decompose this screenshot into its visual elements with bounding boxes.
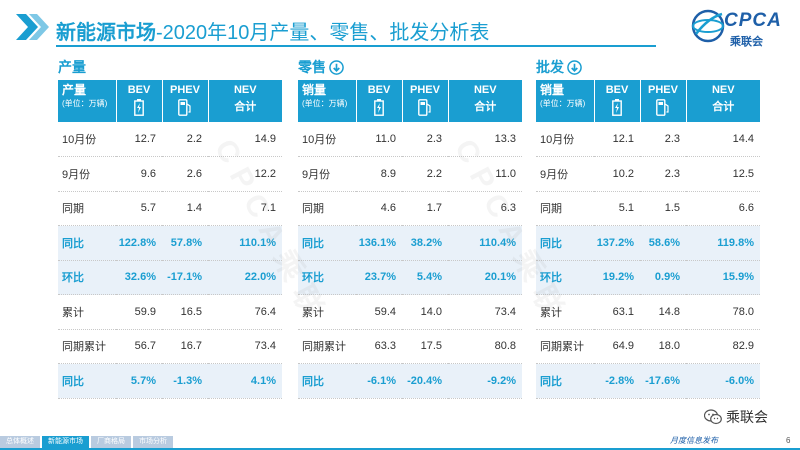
table-row-highlight: 同比 5.7% -1.3% 4.1% — [58, 363, 282, 399]
arrow-down-circle-icon — [329, 59, 344, 75]
table-row: 9月份 10.2 2.3 12.5 — [536, 156, 760, 192]
section-title: 零售 — [298, 58, 522, 76]
header-phev: PHEV — [640, 80, 687, 122]
fuel-plug-icon — [178, 99, 191, 116]
page-title: 新能源市场-2020年10月产量、零售、批发分析表 — [56, 16, 489, 45]
battery-icon — [374, 99, 384, 116]
table-row-highlight: 同比 136.1% 38.2% 110.4% — [298, 225, 522, 261]
logo-text: CPCA — [724, 10, 782, 31]
table-row-highlight: 环比 23.7% 5.4% 20.1% — [298, 260, 522, 295]
header-bev: BEV — [594, 80, 641, 122]
fuel-plug-icon — [418, 99, 431, 116]
footer-nav: 总体概述 新能源市场 厂商格局 市场分析 — [0, 436, 175, 448]
table-row-highlight: 同比 122.8% 57.8% 110.1% — [58, 225, 282, 261]
wechat-badge: 乘联会 — [704, 407, 768, 427]
header-label: 销量 (单位：万辆) — [536, 80, 595, 122]
table-row: 同期累计 56.7 16.7 73.4 — [58, 329, 282, 364]
table-row-highlight: 环比 19.2% 0.9% 15.9% — [536, 260, 760, 295]
production-table: 产量 (单位：万辆) BEV PHEV NEV 合计 10月份 12.7 2.2 14.9… — [58, 80, 282, 399]
fuel-plug-icon — [656, 99, 669, 116]
table-row: 10月份 11.0 2.3 13.3 — [298, 122, 522, 157]
table-row-highlight: 同比 137.2% 58.6% 119.8% — [536, 225, 760, 261]
header-phev: PHEV — [402, 80, 449, 122]
wechat-label: 乘联会 — [726, 409, 768, 425]
footer-tab-oem[interactable]: 厂商格局 — [91, 436, 131, 448]
title-strong: 新能源市场 — [56, 22, 156, 44]
table-row-highlight: 同比 -2.8% -17.6% -6.0% — [536, 363, 760, 399]
retail-table: 销量 (单位：万辆) BEV PHEV NEV 合计 10月份 11.0 2.3 13.3… — [298, 80, 522, 399]
table-row-highlight: 环比 32.6% -17.1% 22.0% — [58, 260, 282, 295]
wholesale-table: 销量 (单位：万辆) BEV PHEV NEV 合计 10月份 12.1 2.3 14.4… — [536, 80, 760, 399]
table-row: 同期 5.7 1.4 7.1 — [58, 191, 282, 226]
table-row: 10月份 12.1 2.3 14.4 — [536, 122, 760, 157]
table-row: 累计 59.9 16.5 76.4 — [58, 294, 282, 330]
table-row: 同期 5.1 1.5 6.6 — [536, 191, 760, 226]
table-row-highlight: 同比 -6.1% -20.4% -9.2% — [298, 363, 522, 399]
section-title: 产量 — [58, 59, 86, 75]
header-nev: NEV 合计 — [686, 80, 760, 122]
retail-section: 零售 销量 (单位：万辆) BEV PHEV NEV 合计 10月份 11.0 2.3 1… — [298, 58, 522, 399]
table-row: 9月份 9.6 2.6 12.2 — [58, 156, 282, 192]
table-row: 同期累计 63.3 17.5 80.8 — [298, 329, 522, 364]
production-section: 产量 产量 (单位：万辆) BEV PHEV NEV 合计 10月份 12.7 2.2 1… — [58, 58, 282, 399]
header-phev: PHEV — [162, 80, 209, 122]
battery-icon — [612, 99, 622, 116]
cpca-logo: CPCA 乘联会 — [690, 6, 786, 50]
page-number: 6 — [786, 436, 791, 445]
footer-tab-nev-market[interactable]: 新能源市场 — [42, 436, 89, 448]
footer — [0, 432, 800, 450]
header-nev: NEV 合计 — [448, 80, 522, 122]
title-divider — [56, 45, 656, 47]
title-rest: -2020年10月产量、零售、批发分析表 — [156, 22, 490, 44]
footer-tab-overview[interactable]: 总体概述 — [0, 436, 40, 448]
footer-divider — [0, 448, 800, 450]
battery-icon — [134, 99, 144, 116]
arrow-down-circle-icon — [567, 59, 582, 75]
header-nev: NEV 合计 — [208, 80, 282, 122]
table-row: 累计 59.4 14.0 73.4 — [298, 294, 522, 330]
section-title: 批发 — [536, 58, 760, 76]
header-bev: BEV — [116, 80, 163, 122]
table-row: 同期 4.6 1.7 6.3 — [298, 191, 522, 226]
wholesale-section: 批发 销量 (单位：万辆) BEV PHEV NEV 合计 10月份 12.1 2.3 1… — [536, 58, 760, 399]
globe-icon — [691, 9, 725, 43]
wechat-icon — [704, 409, 722, 425]
footer-slogan: 月度信息发布 — [670, 436, 718, 445]
table-row: 9月份 8.9 2.2 11.0 — [298, 156, 522, 192]
slide-header: 新能源市场-2020年10月产量、零售、批发分析表 CPCA 乘联会 — [0, 0, 800, 52]
header-label: 产量 (单位：万辆) — [58, 80, 117, 122]
footer-tab-analysis[interactable]: 市场分析 — [133, 436, 173, 448]
table-row: 10月份 12.7 2.2 14.9 — [58, 122, 282, 157]
header-label: 销量 (单位：万辆) — [298, 80, 357, 122]
logo-subtext: 乘联会 — [730, 36, 763, 48]
header-bev: BEV — [356, 80, 403, 122]
chevron-right-icon — [16, 14, 49, 40]
table-row: 累计 63.1 14.8 78.0 — [536, 294, 760, 330]
table-row: 同期累计 64.9 18.0 82.9 — [536, 329, 760, 364]
